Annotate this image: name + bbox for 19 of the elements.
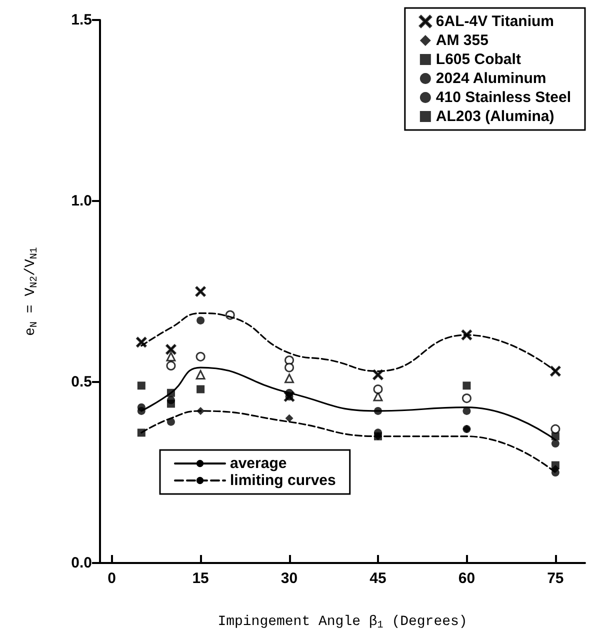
legend-label: L605 Cobalt <box>436 51 521 68</box>
x-tick-label: 45 <box>370 570 386 587</box>
legend-label: average <box>230 455 287 472</box>
legend-label: 410 Stainless Steel <box>436 89 572 106</box>
legend-label: 2024 Aluminum <box>436 70 546 87</box>
y-axis-title: eN = VN2/VN1 <box>23 247 40 336</box>
legend-label: AL203 (Alumina) <box>436 108 554 125</box>
x-tick-label: 60 <box>458 570 476 587</box>
legend-label: limiting curves <box>230 472 336 489</box>
y-tick-label: 0.5 <box>71 374 92 390</box>
y-tick-label: 1.5 <box>71 12 92 28</box>
x-tick-label: 0 <box>108 570 116 587</box>
legend-label: 6AL-4V Titanium <box>436 13 554 30</box>
y-tick-label: 0.0 <box>71 554 92 572</box>
x-tick-label: 30 <box>280 570 298 587</box>
y-tick-label: 1.0 <box>71 192 92 210</box>
legend-label: AM 355 <box>436 32 488 49</box>
x-tick-label: 75 <box>547 570 564 587</box>
x-tick-label: 15 <box>192 570 209 587</box>
